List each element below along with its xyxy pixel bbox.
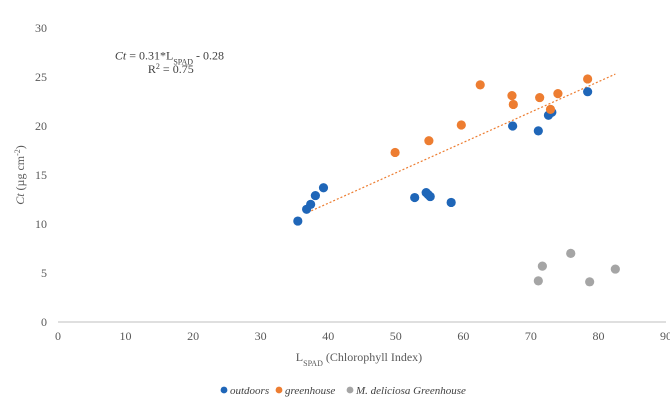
trendline [311,73,616,212]
point-greenhouse [508,99,518,110]
point-outdoors [410,192,420,203]
point-greenhouse [456,120,466,130]
point-outdoors [583,87,593,97]
point-m-deliciosa-greenhouse [537,261,547,271]
point-greenhouse [475,80,485,90]
point-m-deliciosa-greenhouse [566,248,576,258]
point-m-deliciosa-greenhouse [585,277,595,287]
point-outdoors [318,183,329,193]
y-tick-label: 5 [41,266,47,280]
y-tick-label: 15 [35,168,47,182]
x-tick-label: 10 [120,329,132,343]
x-tick-label: 70 [525,329,537,343]
legend-label-m-deliciosa-greenhouse: M. deliciosa Greenhouse [355,385,466,397]
y-tick-label: 10 [35,217,47,231]
x-tick-labels: 0 10 20 30 40 50 60 70 80 90 [55,329,670,343]
point-outdoors [306,199,316,209]
point-greenhouse [583,74,593,84]
point-outdoors [446,197,456,208]
point-greenhouse [507,91,517,101]
point-greenhouse [424,136,434,146]
y-axis-title: Ct (µg cm-2) [13,145,28,205]
point-greenhouse [390,147,400,158]
y-tick-label: 20 [35,119,47,133]
y-tick-label: 0 [41,315,47,329]
point-outdoors [293,216,303,226]
point-greenhouse [535,92,545,103]
point-m-deliciosa-greenhouse [610,264,620,274]
point-outdoors [310,190,320,201]
y-tick-labels: 0 5 10 15 20 25 30 [35,21,47,329]
y-tick-label: 25 [35,70,47,84]
point-outdoors [425,191,435,202]
point-m-deliciosa-greenhouse [533,276,543,286]
x-tick-label: 0 [55,329,61,343]
x-axis-title: LSPAD (Chlorophyll Index) [296,350,422,368]
x-tick-label: 30 [255,329,267,343]
point-outdoors [533,126,543,136]
regression-equation: Ct = 0.31*LSPAD - 0.28 [115,48,224,66]
legend-marker-outdoors [220,386,228,394]
x-tick-label: 80 [592,329,604,343]
x-tick-label: 90 [660,329,670,343]
point-outdoors [508,121,518,131]
y-tick-label: 30 [35,21,47,35]
regression-annotation: Ct = 0.31*LSPAD - 0.28 R2 = 0.75 [115,48,224,76]
x-tick-label: 40 [322,329,334,343]
x-tick-label: 20 [187,329,199,343]
x-tick-label: 50 [390,329,402,343]
x-tick-label: 60 [457,329,469,343]
data-points [293,74,620,287]
legend: outdoors greenhouse M. deliciosa Greenhous… [220,385,466,397]
point-greenhouse [553,89,563,99]
legend-label-greenhouse: greenhouse [285,385,335,397]
legend-marker-m-deliciosa-greenhouse [346,386,354,394]
r-squared: R2 = 0.75 [148,62,194,77]
point-greenhouse [545,104,556,114]
legend-marker-greenhouse [275,386,283,394]
legend-label-outdoors: outdoors [230,385,269,397]
